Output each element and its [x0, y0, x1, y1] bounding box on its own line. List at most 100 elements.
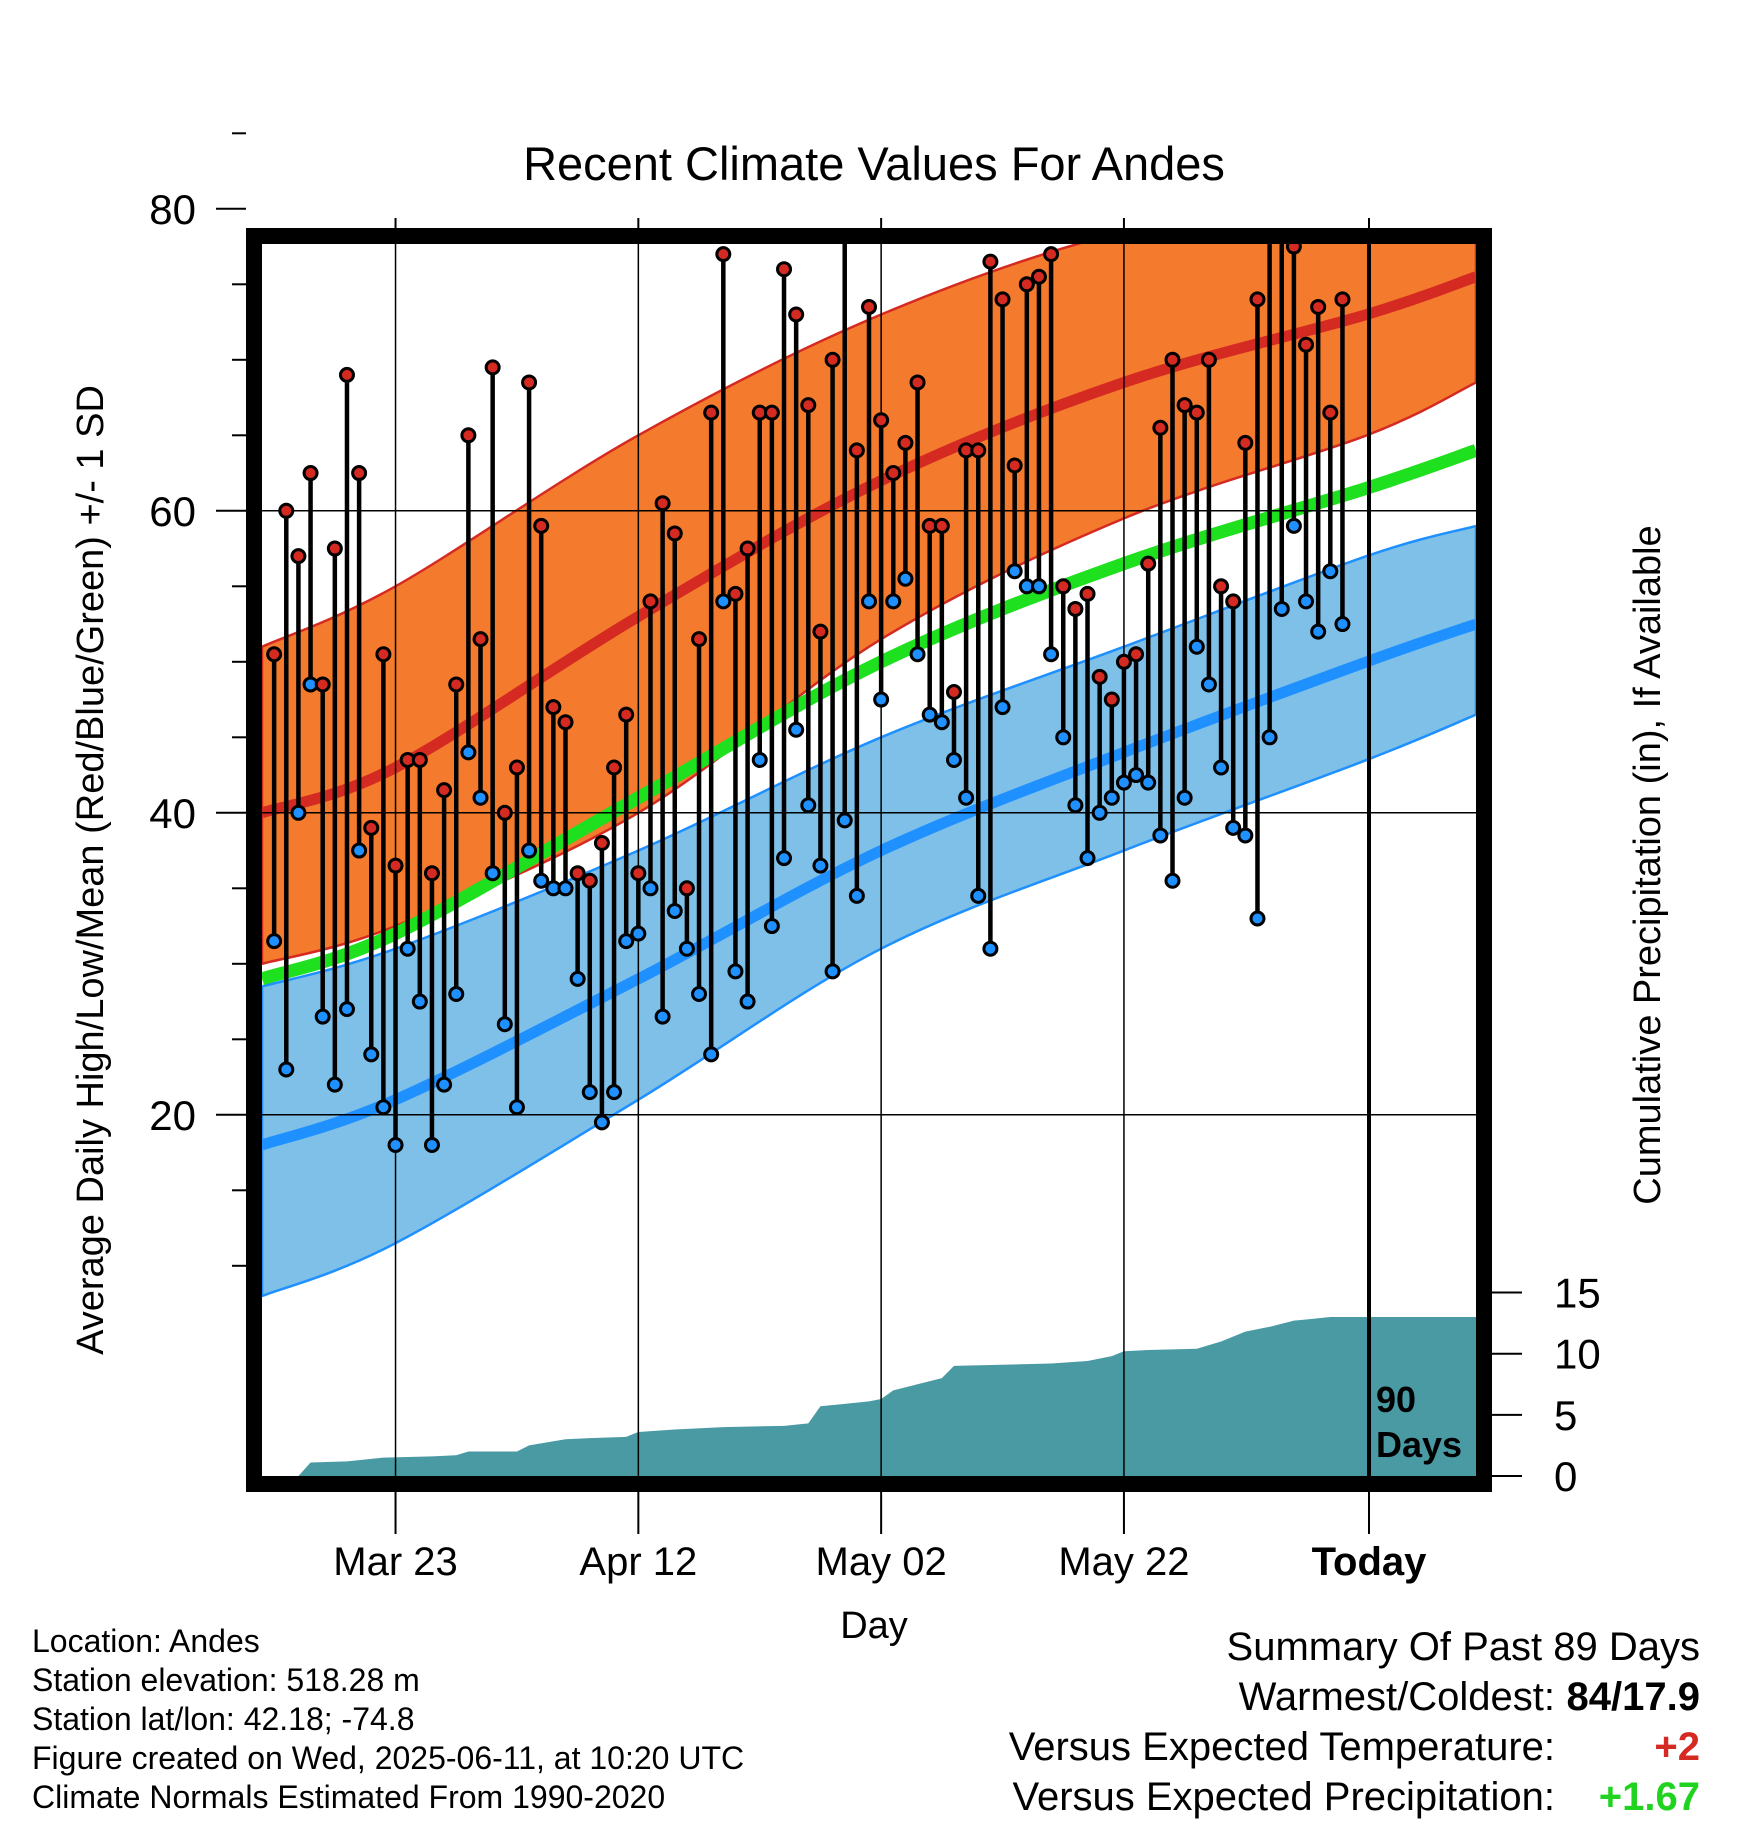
elevation-text: Station elevation: 518.28 m [32, 1662, 420, 1698]
daily-high-point [278, 502, 295, 519]
daily-low-point [642, 880, 659, 897]
summary-row-temp: Versus Expected Temperature: +2 [1009, 1722, 1700, 1772]
y-tick-label: 60 [149, 488, 196, 535]
daily-low-point [423, 1137, 440, 1153]
daily-low-point [569, 970, 586, 987]
location-text: Location: Andes [32, 1623, 260, 1659]
daily-low-point [1237, 827, 1254, 844]
daily-low-point [1055, 729, 1072, 746]
summary-row-warmest: Warmest/Coldest: 84/17.9 [1009, 1672, 1700, 1722]
daily-high-point [994, 291, 1011, 308]
daily-low-point [1140, 774, 1157, 791]
daily-low-point [1176, 789, 1193, 806]
y2-axis-title: Cumulative Precipitation (in), If Availa… [1627, 525, 1669, 1204]
daily-high-point [436, 782, 453, 799]
daily-high-point [897, 434, 914, 451]
daily-low-point [338, 1001, 355, 1018]
daily-high-point [581, 872, 598, 889]
daily-low-point [933, 714, 950, 731]
daily-high-point [630, 865, 647, 882]
daily-low-point [776, 850, 793, 867]
daily-high-point [678, 880, 695, 897]
daily-high-point [618, 706, 635, 723]
daily-low-point [326, 1076, 343, 1093]
daily-high-point [521, 374, 538, 391]
chart-title: Recent Climate Values For Andes [523, 137, 1225, 190]
daily-low-point [1249, 910, 1266, 927]
daily-low-point [873, 691, 890, 708]
daily-high-point [338, 366, 355, 383]
daily-high-point [1213, 578, 1230, 595]
daily-high-point [472, 631, 489, 648]
y2-tick-label: 15 [1554, 1270, 1601, 1317]
daily-low-point [751, 751, 768, 768]
daily-low-point [763, 918, 780, 935]
created-text: Figure created on Wed, 2025-06-11, at 10… [32, 1740, 745, 1776]
daily-low-point [715, 593, 732, 610]
station-info: Location: Andes Station elevation: 518.2… [32, 1622, 744, 1817]
daily-high-point [739, 540, 756, 557]
daily-low-point [1273, 600, 1290, 617]
daily-low-point [836, 812, 853, 829]
daily-high-point [848, 442, 865, 459]
daily-low-point [691, 986, 708, 1002]
daily-low-point [666, 902, 683, 919]
daily-low-point [606, 1084, 623, 1101]
daily-low-point [363, 1046, 380, 1063]
daily-high-point [448, 676, 465, 693]
daily-low-point [654, 1008, 671, 1025]
daily-high-point [545, 699, 562, 716]
daily-high-point [1055, 578, 1072, 595]
daily-low-point [703, 1046, 720, 1063]
daily-high-point [314, 676, 331, 693]
precip-anomaly-label: Versus Expected Precipitation: [1012, 1775, 1555, 1819]
daily-low-point [266, 933, 283, 950]
daily-high-point [1115, 653, 1132, 670]
daily-low-point [824, 963, 841, 980]
daily-high-point [1285, 244, 1302, 255]
daily-high-point [970, 442, 987, 459]
daily-low-point [909, 646, 926, 663]
daily-high-point [812, 623, 829, 640]
daily-high-point [1298, 336, 1315, 353]
daily-high-point [496, 804, 513, 821]
daily-high-point [824, 351, 841, 368]
daily-high-point [1310, 298, 1327, 315]
daily-low-point [788, 721, 805, 738]
daily-low-point [812, 857, 829, 874]
daily-low-point [508, 1099, 525, 1116]
daily-high-point [375, 646, 392, 663]
daily-low-point [1322, 563, 1339, 580]
y-tick-label: 80 [149, 186, 196, 233]
daily-high-point [557, 714, 574, 731]
x-tick-label: May 22 [1058, 1540, 1189, 1584]
y-tick-label: 20 [149, 1092, 196, 1139]
daily-low-point [1030, 578, 1047, 595]
daily-high-point [800, 397, 817, 414]
daily-high-point [982, 253, 999, 270]
daily-high-point [1006, 457, 1023, 474]
daily-low-point [897, 570, 914, 587]
daily-high-point [1018, 276, 1035, 293]
daily-high-point [1275, 142, 1288, 155]
daily-high-point [1263, 142, 1276, 155]
daily-low-point [1334, 616, 1351, 633]
daily-high-point [642, 593, 659, 610]
daily-high-point [715, 246, 732, 263]
daily-low-point [1067, 797, 1084, 814]
daily-low-point [739, 993, 756, 1010]
daily-high-point [423, 865, 440, 882]
daily-high-point [1334, 291, 1351, 308]
temp-anomaly-label: Versus Expected Temperature: [1008, 1725, 1555, 1769]
daily-high-point [1249, 291, 1266, 308]
daily-low-point [848, 887, 865, 904]
daily-low-point [1213, 759, 1230, 776]
daily-high-point [861, 298, 877, 315]
daily-low-point [314, 1008, 331, 1025]
daily-high-point [788, 306, 805, 323]
daily-low-point [1115, 774, 1132, 791]
daily-high-point [606, 759, 623, 776]
